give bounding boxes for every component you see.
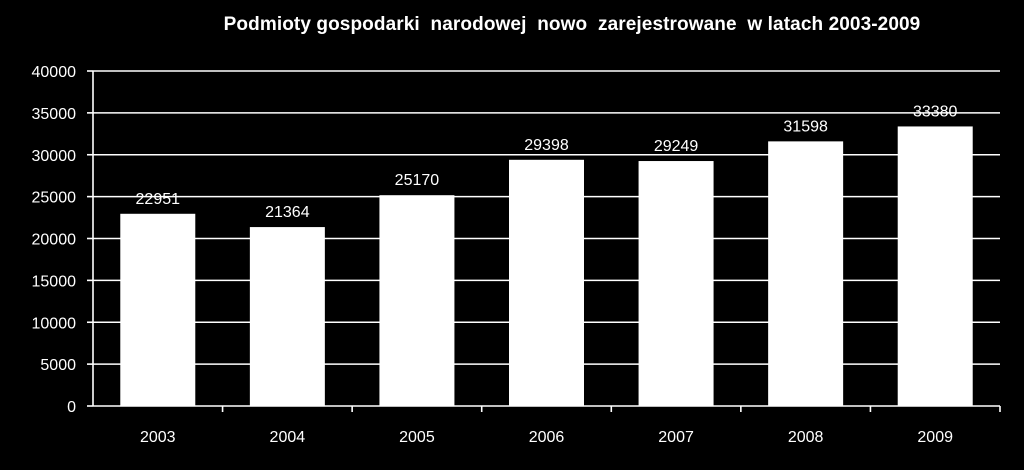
labels: 0 5000 10000 15000 20000 25000 30000 35000 40000… — [32, 64, 958, 446]
x-tick-label: 2007 — [658, 429, 694, 446]
bar-2003 — [120, 213, 196, 406]
y-tick-label: 0 — [67, 399, 76, 416]
x-tick-label: 2005 — [399, 429, 435, 446]
x-tick-label: 2008 — [788, 429, 824, 446]
y-tick-label: 35000 — [32, 106, 77, 123]
data-label: 29398 — [524, 137, 569, 154]
x-tick-label: 2004 — [270, 429, 306, 446]
bars — [120, 126, 973, 406]
bar-2006 — [509, 159, 584, 406]
x-tick-label: 2006 — [529, 429, 565, 446]
y-tick-label: 25000 — [32, 190, 77, 207]
data-label: 29249 — [654, 138, 699, 155]
data-label: 33380 — [913, 103, 958, 120]
data-label: 25170 — [395, 172, 440, 189]
data-label: 31598 — [783, 118, 828, 135]
x-tick-label: 2003 — [140, 429, 176, 446]
y-tick-label: 15000 — [32, 273, 77, 290]
data-label: 22951 — [136, 191, 181, 208]
chart-title: Podmioty gospodarki narodowej nowo zarej… — [223, 14, 921, 35]
y-tick-label: 5000 — [40, 357, 76, 374]
y-tick-label: 40000 — [32, 64, 77, 81]
y-tick-label: 30000 — [32, 148, 77, 165]
y-tick-label: 20000 — [32, 232, 77, 249]
bar-2004 — [249, 227, 325, 406]
bar-2005 — [379, 195, 455, 406]
bar-2009 — [897, 126, 973, 406]
bar-2008 — [768, 141, 844, 406]
bar-2007 — [638, 161, 714, 406]
y-tick-label: 10000 — [32, 315, 77, 332]
data-label: 21364 — [265, 204, 310, 221]
x-tick-label: 2009 — [917, 429, 953, 446]
